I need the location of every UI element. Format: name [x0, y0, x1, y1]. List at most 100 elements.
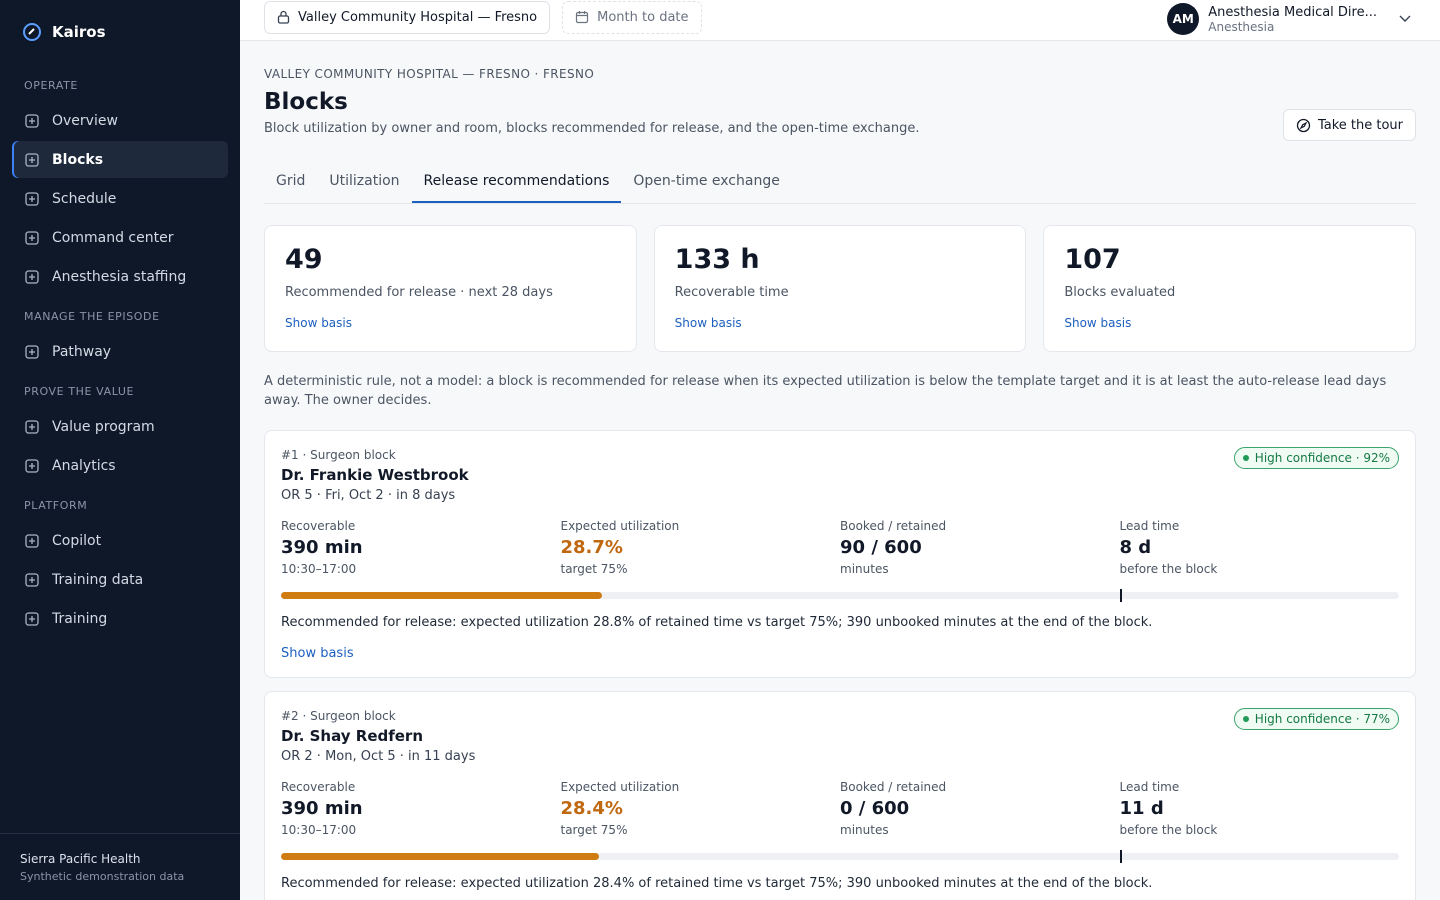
kpi-card: 107 Blocks evaluated Show basis	[1043, 225, 1417, 352]
metric-sub: 10:30–17:00	[281, 562, 357, 576]
confidence-label: High confidence · 77%	[1254, 712, 1390, 726]
metric-value: 28.7%	[560, 537, 623, 558]
nav-icon	[25, 113, 39, 128]
kpi-label: Recommended for release · next 28 days	[285, 285, 553, 300]
brand-logo	[23, 23, 41, 41]
nav-item[interactable]: Overview	[12, 102, 228, 139]
user-role: Anesthesia	[1208, 19, 1275, 34]
target-marker	[1119, 850, 1122, 863]
content: VALLEY COMMUNITY HOSPITAL — FRESNO · FRE…	[240, 41, 1440, 900]
nav-icon	[25, 191, 39, 206]
metric-sub: 10:30–17:00	[281, 823, 357, 837]
sidebar-footer: Sierra Pacific Health Synthetic demonstr…	[0, 833, 240, 900]
tour-label: Take the tour	[1317, 117, 1403, 133]
metric-label: Expected utilization	[560, 519, 680, 533]
utilization-track	[281, 589, 1399, 602]
nav-item[interactable]: Analytics	[12, 447, 228, 484]
nav-item[interactable]: Value program	[12, 408, 228, 445]
metric-sub: target 75%	[560, 823, 628, 837]
metric: Booked / retained 90 / 600 minutes	[840, 519, 1120, 576]
chevron	[1399, 15, 1411, 22]
metric-sub: target 75%	[560, 562, 628, 576]
metric: Recoverable 390 min 10:30–17:00	[281, 519, 561, 576]
rule-note: A deterministic rule, not a model: a blo…	[264, 374, 1387, 408]
owner-name: Dr. Shay Redfern	[281, 727, 424, 745]
kpi-link[interactable]: Show basis	[1064, 316, 1132, 330]
brand-name: Kairos	[52, 23, 106, 41]
metric-label: Booked / retained	[840, 519, 947, 533]
main: Valley Community Hospital — Fresno Month…	[240, 0, 1440, 900]
kpi-value: 49	[285, 244, 323, 275]
confidence-badge: High confidence · 92%	[1233, 447, 1399, 469]
tour-button[interactable]: Take the tour	[1282, 109, 1416, 141]
kpis: 49 Recommended for release · next 28 days…	[264, 225, 1417, 352]
show-basis[interactable]: Show basis	[281, 646, 354, 661]
sidebar: Kairos OPERATE Overview Blocks Schedule Comm…	[0, 0, 240, 900]
metric: Expected utilization 28.4% target 75%	[561, 780, 841, 837]
recommendation-card: #2 · Surgeon block Dr. Shay Redfern OR 2 ·…	[264, 691, 1416, 900]
nav-item[interactable]: Blocks	[12, 141, 228, 178]
nav-item[interactable]: Schedule	[12, 180, 228, 217]
user-name: Anesthesia Medical Dire...	[1208, 4, 1377, 20]
recommendation-card: #1 · Surgeon block Dr. Frankie Westbrook O…	[264, 430, 1416, 678]
nav-item[interactable]: Copilot	[12, 522, 228, 559]
metric-label: Booked / retained	[840, 780, 947, 794]
nav-section-title: PROVE THE VALUE	[24, 385, 135, 398]
metric-value: 390 min	[281, 537, 363, 558]
owner-name: Dr. Frankie Westbrook	[281, 466, 469, 484]
period-select[interactable]: Month to date	[562, 0, 702, 34]
metric-value: 90 / 600	[840, 537, 922, 558]
nav-section-title: MANAGE THE EPISODE	[24, 310, 160, 323]
utilization-fill	[281, 853, 599, 860]
tab[interactable]: Open-time exchange	[633, 173, 780, 189]
metrics: Recoverable 390 min 10:30–17:00 Expected ut…	[281, 519, 1399, 576]
nav-label: Schedule	[52, 190, 117, 207]
nav-icon	[25, 611, 39, 626]
brand: Kairos	[0, 0, 240, 64]
nav-label: Training	[52, 610, 108, 627]
eyebrow: VALLEY COMMUNITY HOSPITAL — FRESNO · FRE…	[264, 67, 595, 81]
nav-icon	[25, 344, 39, 359]
org: Sierra Pacific Health	[20, 852, 141, 866]
metric-label: Lead time	[1119, 780, 1180, 794]
avatar: AM	[1167, 3, 1200, 35]
confidence-dot	[1242, 455, 1249, 461]
utilization-track	[281, 850, 1399, 863]
nav-label: Command center	[52, 229, 174, 246]
metric-sub: minutes	[840, 823, 889, 837]
tab[interactable]: Grid	[276, 173, 306, 189]
reason: Recommended for release: expected utiliz…	[281, 615, 1153, 630]
kpi-label: Blocks evaluated	[1064, 285, 1176, 300]
user-menu[interactable]: AM Anesthesia Medical Dire... Anesthesia	[1167, 3, 1412, 35]
metric-label: Recoverable	[281, 519, 356, 533]
nav-label: Analytics	[52, 457, 116, 474]
nav-label: Copilot	[52, 532, 102, 549]
nav-item[interactable]: Pathway	[12, 333, 228, 370]
tab[interactable]: Release recommendations	[411, 168, 622, 203]
topbar: Valley Community Hospital — Fresno Month…	[240, 0, 1440, 41]
nav-item[interactable]: Training data	[12, 561, 228, 598]
kpi-link[interactable]: Show basis	[674, 316, 742, 330]
metric-label: Lead time	[1119, 519, 1180, 533]
kpi-value: 107	[1064, 244, 1121, 275]
page-title: Blocks	[264, 89, 348, 115]
kpi-link[interactable]: Show basis	[285, 316, 353, 330]
nav: OPERATE Overview Blocks Schedule Command cen…	[0, 78, 240, 637]
metric: Lead time 11 d before the block	[1120, 780, 1400, 837]
hospital-select[interactable]: Valley Community Hospital — Fresno	[264, 0, 551, 34]
nav-label: Value program	[52, 418, 155, 435]
tab[interactable]: Utilization	[329, 173, 400, 189]
rank: #2 · Surgeon block	[281, 709, 396, 723]
nav-item[interactable]: Anesthesia staffing	[12, 258, 228, 295]
nav-section-title: OPERATE	[24, 79, 78, 92]
nav-item[interactable]: Command center	[12, 219, 228, 256]
block-where: OR 2 · Mon, Oct 5 · in 11 days	[281, 749, 476, 764]
nav-icon	[25, 419, 39, 434]
metric-sub: before the block	[1119, 823, 1218, 837]
confidence-dot	[1242, 716, 1249, 722]
compass-icon	[1296, 118, 1311, 132]
kpi-label: Recoverable time	[674, 285, 789, 300]
nav-item[interactable]: Training	[12, 600, 228, 637]
metric: Lead time 8 d before the block	[1120, 519, 1400, 576]
utilization-fill	[281, 592, 602, 599]
